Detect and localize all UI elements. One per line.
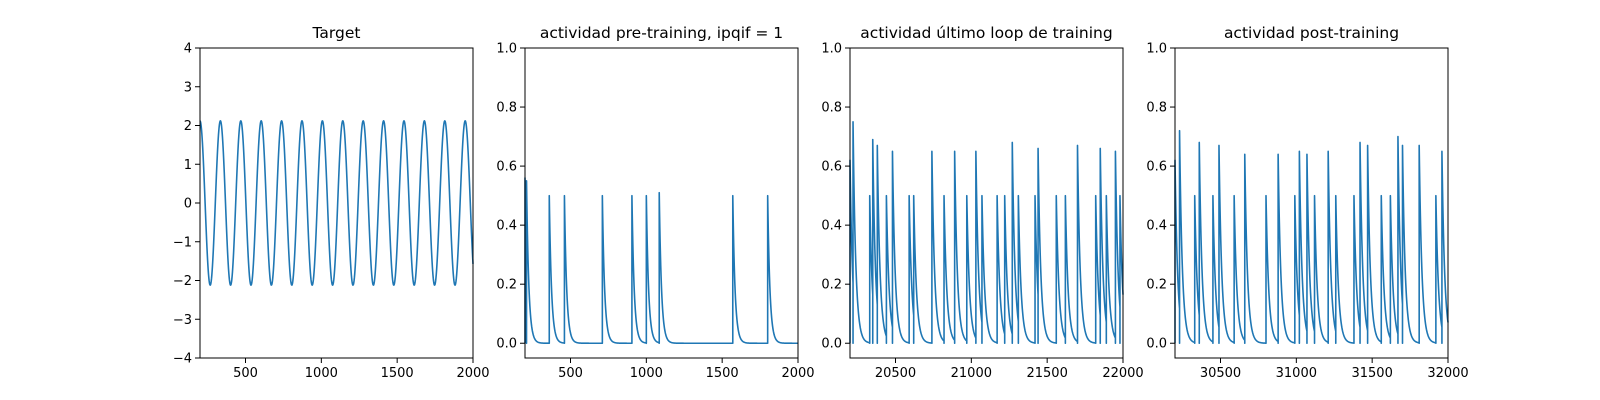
x-tick-label: 1500	[706, 366, 739, 381]
y-tick-label: 0.2	[821, 278, 842, 293]
x-tick-label: 2000	[456, 366, 489, 381]
x-tick-label: 21000	[951, 366, 992, 381]
y-tick-label: 1	[184, 158, 192, 173]
y-tick-label: 0.0	[1146, 337, 1167, 352]
x-tick-label: 1000	[305, 366, 338, 381]
y-tick-label: 1.0	[821, 42, 842, 57]
y-tick-label: 4	[184, 42, 192, 57]
y-tick-label: 0.4	[496, 219, 517, 234]
y-tick-label: 0.8	[821, 101, 842, 116]
x-tick-label: 22000	[1102, 366, 1143, 381]
x-tick-label: 500	[233, 366, 258, 381]
series-line	[199, 120, 474, 286]
x-tick-label: 1500	[381, 366, 414, 381]
y-tick-label: 0	[184, 197, 192, 212]
axes-frame	[199, 47, 474, 359]
subplot-target: Target 500 1000 1500 2000 −4 −3 −2 −1 0 1 2 3 4	[173, 24, 490, 381]
subplot-pre-training: actividad pre-training, ipqif = 1 500 1000…	[496, 24, 814, 381]
y-tick-label: 0.8	[1146, 101, 1167, 116]
y-tick-label: 0.6	[821, 160, 842, 175]
y-tick-label: −3	[173, 313, 192, 328]
y-tick-label: 0.8	[496, 101, 517, 116]
x-tick-label: 31500	[1351, 366, 1392, 381]
y-tick-label: 0.4	[1146, 219, 1167, 234]
x-tick-label: 31000	[1276, 366, 1317, 381]
chart-title: actividad post-training	[1224, 24, 1399, 42]
x-tick-label: 500	[558, 366, 583, 381]
y-tick-label: −2	[173, 274, 192, 289]
x-tick-label: 1000	[630, 366, 663, 381]
y-tick-label: 0.6	[1146, 160, 1167, 175]
y-tick-label: 0.2	[496, 278, 517, 293]
y-tick-label: −4	[173, 352, 192, 367]
x-tick-label: 2000	[781, 366, 814, 381]
y-tick-label: 0.6	[496, 160, 517, 175]
axes-frame	[524, 47, 799, 359]
axes-frame	[1174, 47, 1449, 359]
chart-title: Target	[312, 24, 361, 42]
series-line	[849, 121, 1124, 345]
axes-frame	[849, 47, 1124, 359]
y-tick-label: 1.0	[1146, 42, 1167, 57]
subplot-post-training: actividad post-training 30500 31000 31500 32…	[1146, 24, 1468, 381]
x-tick-label: 30500	[1200, 366, 1241, 381]
y-tick-label: 1.0	[496, 42, 517, 57]
series-line	[524, 177, 799, 345]
chart-title: actividad último loop de training	[860, 24, 1112, 42]
y-tick-label: 3	[184, 80, 192, 95]
chart-title: actividad pre-training, ipqif = 1	[540, 24, 783, 42]
y-tick-label: 0.0	[821, 337, 842, 352]
series-line	[1174, 129, 1449, 345]
subplot-last-training-loop: actividad último loop de training 20500 21…	[821, 24, 1143, 381]
y-tick-label: 0.2	[1146, 278, 1167, 293]
x-tick-label: 32000	[1427, 366, 1468, 381]
y-tick-label: −1	[173, 235, 192, 250]
x-tick-label: 20500	[875, 366, 916, 381]
y-tick-label: 2	[184, 119, 192, 134]
x-tick-label: 21500	[1026, 366, 1067, 381]
y-tick-label: 0.0	[496, 337, 517, 352]
y-tick-label: 0.4	[821, 219, 842, 234]
